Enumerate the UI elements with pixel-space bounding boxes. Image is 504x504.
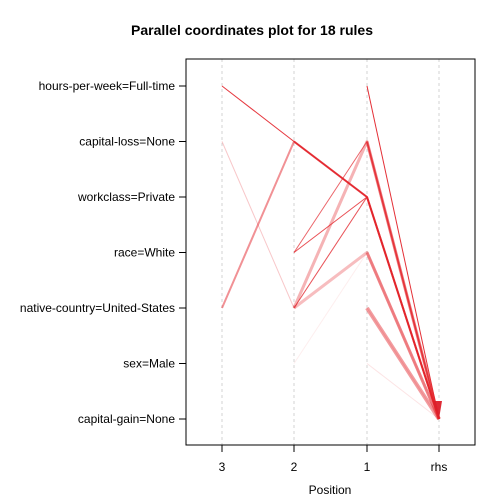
- y-tick-label: sex=Male: [123, 357, 175, 371]
- rule-line-10: [366, 307, 440, 420]
- y-tick-label: race=White: [114, 246, 175, 260]
- x-axis: 3 2 1 rhs: [219, 445, 448, 474]
- rhs-arrowhead: [433, 401, 442, 419]
- y-tick-label: hours-per-week=Full-time: [39, 79, 176, 93]
- x-tick-label: 1: [364, 460, 371, 474]
- y-tick-label: workclass=Private: [77, 190, 175, 204]
- rule-line-16: [365, 306, 441, 421]
- rule-line-14: [365, 251, 441, 420]
- y-tick-label: native-country=United-States: [20, 301, 175, 315]
- rule-line-15: [366, 85, 440, 420]
- x-tick-label: 2: [291, 460, 298, 474]
- rule-line-17: [366, 363, 440, 420]
- rule-line-12: [366, 141, 440, 420]
- x-tick-label: 3: [219, 460, 226, 474]
- y-axis: hours-per-week=Full-time capital-loss=Non…: [20, 79, 186, 426]
- chart-title: Parallel coordinates plot for 18 rules: [131, 22, 373, 38]
- y-tick-label: capital-gain=None: [78, 412, 175, 426]
- rule-line-13: [366, 196, 440, 420]
- rule-lines: [221, 85, 442, 421]
- y-tick-label: capital-loss=None: [79, 135, 175, 149]
- rule-line-9: [293, 251, 441, 420]
- x-tick-label: rhs: [431, 460, 448, 474]
- rule-line-18: [365, 141, 441, 420]
- x-axis-label: Position: [309, 483, 352, 497]
- rule-line-11: [293, 252, 440, 420]
